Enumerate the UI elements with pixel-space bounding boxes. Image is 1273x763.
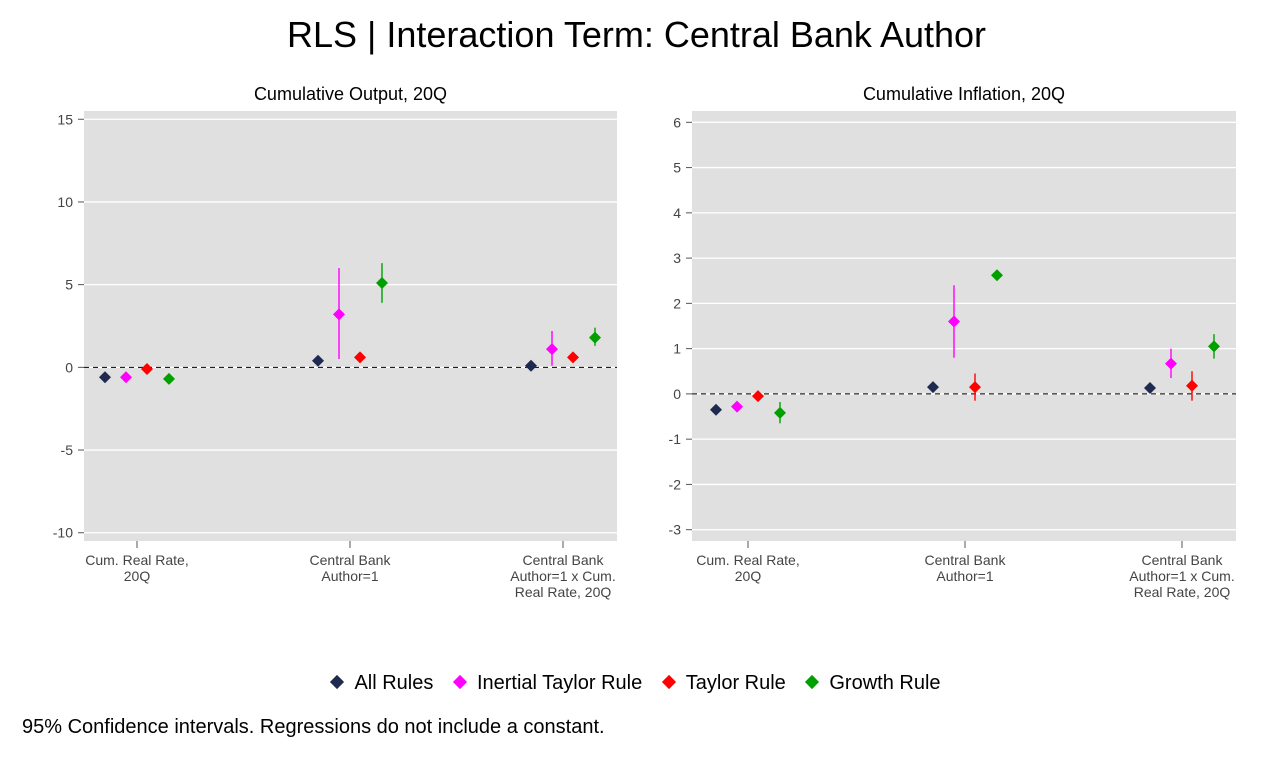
panel-2-point-all-rules [710, 403, 722, 416]
legend: All Rules Inertial Taylor Rule Taylor Ru… [0, 672, 1273, 695]
panel-2-plot-background [692, 111, 1236, 541]
x-tick-label-line: Central Bank [925, 552, 1007, 568]
diamond-marker-icon [452, 674, 468, 690]
panel-1-x-tick-label: Cum. Real Rate, 20Q [85, 552, 188, 584]
panel-1-point-inertial-taylor-rule [120, 371, 132, 384]
panel-2-y-tick-label: 1 [673, 341, 681, 357]
panel-1-point-growth-rule [376, 277, 388, 289]
x-tick-label-line: Cum. Real Rate, [85, 552, 188, 568]
panel-2-y-tick-label: -1 [669, 431, 682, 447]
panel-2-point-inertial-taylor-rule [948, 315, 960, 328]
panel-1-y-tick-label: 10 [57, 194, 73, 210]
x-tick-label-line: Real Rate, 20Q [1134, 584, 1231, 600]
diamond-marker-icon [661, 674, 676, 690]
x-tick-label-line: Central Bank [523, 552, 605, 568]
panel-1-point-growth-rule [163, 372, 175, 385]
x-tick-label-line: Real Rate, 20Q [515, 584, 612, 600]
panel-2-y-tick-label: 4 [673, 205, 681, 221]
panel-1-x-tick-label: Central Bank Author=1 [310, 552, 392, 584]
panel-2-y-tick-label: 3 [673, 250, 681, 266]
panel-title-inflation: Cumulative Inflation, 20Q [862, 84, 1066, 104]
panel-1-plot-background [84, 111, 617, 541]
panel-1-y-tick-label: -10 [53, 525, 73, 541]
panel-1-point-taylor-rule [354, 351, 366, 364]
legend-label: Growth Rule [829, 672, 941, 694]
panel-1-point-all-rules [525, 359, 537, 372]
legend-item-all-rules: All Rules [330, 672, 434, 695]
diamond-marker-icon [330, 674, 345, 690]
panel-1-point-inertial-taylor-rule [546, 343, 558, 356]
panel-1-point-all-rules [312, 354, 324, 367]
x-tick-label-line: 20Q [735, 568, 762, 584]
legend-item-inertial-taylor-rule: Inertial Taylor Rule [452, 672, 643, 695]
panel-1-y-tick-label: 5 [65, 277, 73, 293]
legend-item-taylor-rule: Taylor Rule [661, 672, 786, 695]
panel-2-x-tick-label: Central Bank Author=1 x Cum. Real Rate, 20… [1129, 552, 1234, 600]
panel-2-point-taylor-rule [969, 381, 981, 394]
panel-2-point-inertial-taylor-rule [1165, 357, 1177, 370]
panel-2-y-tick-label: 5 [673, 160, 681, 176]
figure-title: RLS | Interaction Term: Central Bank Aut… [286, 14, 987, 55]
panel-1-point-taylor-rule [141, 363, 153, 375]
panel-1-x-tick-label: Central Bank Author=1 x Cum. Real Rate, 20… [510, 552, 615, 600]
footnote: 95% Confidence intervals. Regressions do… [22, 716, 605, 738]
panel-2-y-tick-label: 0 [673, 386, 681, 402]
panel-2-y-tick-label: -2 [669, 476, 682, 492]
panel-2-point-all-rules [927, 381, 939, 394]
panel-2-y-tick-label: -3 [669, 522, 682, 538]
x-tick-label-line: Cum. Real Rate, [696, 552, 799, 568]
panel-1-y-tick-label: -5 [61, 442, 74, 458]
panel-1-point-taylor-rule [567, 351, 579, 364]
panel-1-point-all-rules [99, 371, 111, 384]
x-tick-label-line: Author=1 x Cum. [1129, 568, 1234, 584]
panel-2-point-taylor-rule [1186, 379, 1198, 392]
panel-2-y-tick-label: 6 [673, 114, 681, 130]
panel-2-point-growth-rule [774, 406, 786, 419]
panel-1-point-growth-rule [589, 331, 601, 344]
panel-1-point-inertial-taylor-rule [333, 308, 345, 321]
panel-2-x-tick-label: Central Bank Author=1 [925, 552, 1007, 584]
diamond-marker-icon [805, 674, 820, 690]
x-tick-label-line: Central Bank [1142, 552, 1224, 568]
x-tick-label-line: 20Q [124, 568, 151, 584]
legend-item-growth-rule: Growth Rule [805, 672, 941, 695]
panel-2-y-tick-label: 2 [673, 295, 681, 311]
x-tick-label-line: Author=1 [321, 568, 378, 584]
panel-1-y-tick-label: 0 [65, 359, 73, 375]
legend-label: Taylor Rule [685, 672, 786, 694]
panel-1-y-tick-label: 15 [57, 111, 73, 127]
legend-label: All Rules [354, 672, 434, 694]
panel-2-point-inertial-taylor-rule [731, 400, 743, 413]
panel-2-point-growth-rule [1208, 340, 1220, 353]
panel-2-x-tick-label: Cum. Real Rate, 20Q [696, 552, 799, 584]
panel-2-point-growth-rule [991, 269, 1003, 282]
panel-title-output: Cumulative Output, 20Q [253, 84, 448, 104]
x-tick-label-line: Central Bank [310, 552, 392, 568]
x-tick-label-line: Author=1 x Cum. [510, 568, 615, 584]
panel-2-point-taylor-rule [752, 390, 764, 403]
x-tick-label-line: Author=1 [936, 568, 993, 584]
panel-2-point-all-rules [1144, 382, 1156, 395]
legend-label: Inertial Taylor Rule [476, 672, 643, 694]
